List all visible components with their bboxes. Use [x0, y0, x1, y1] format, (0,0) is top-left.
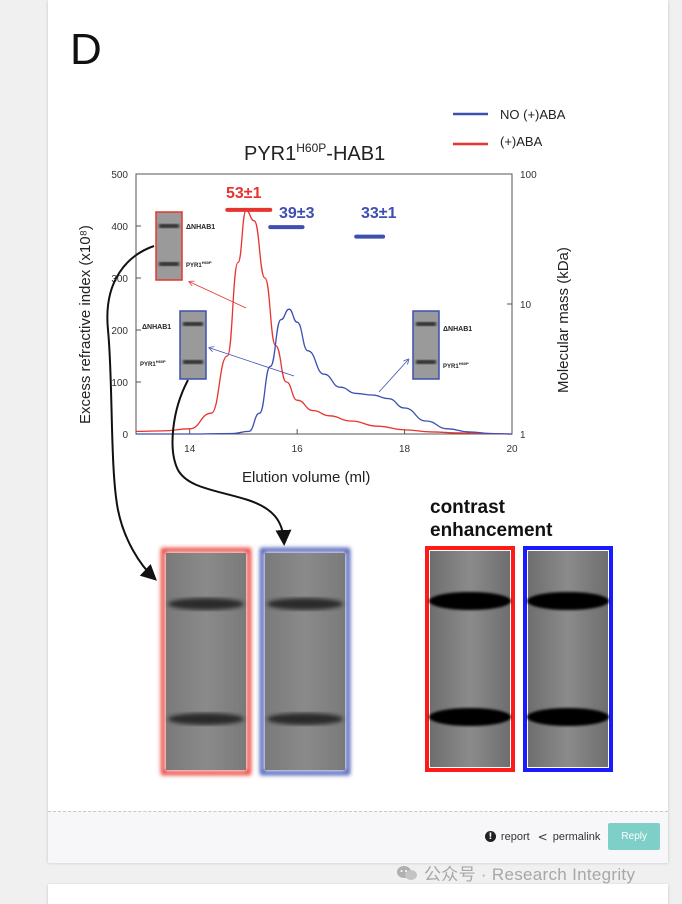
gel-inset-red: ΔNHAB1 PYR1H60P	[155, 211, 215, 281]
contrast-gel-red	[425, 546, 515, 772]
reply-button[interactable]: Reply	[608, 823, 660, 850]
gel-inset-blue-left: ΔNHAB1 PYR1H60P	[140, 310, 207, 380]
x-tick-label: 20	[506, 444, 518, 455]
contrast-label-line2: enhancement	[430, 520, 553, 541]
gel-inset-blue-right: ΔNHAB1 PYR1H60P	[412, 310, 472, 380]
svg-text:PYR1H60P: PYR1H60P	[140, 359, 166, 368]
y-axis-label: Excess refractive index (x10⁸)	[77, 225, 94, 424]
svg-text:ΔNHAB1: ΔNHAB1	[186, 224, 215, 231]
contrast-gel-blue	[523, 546, 613, 772]
x-axis: 14 16 18 20	[184, 429, 518, 455]
mass-label-blue-1: 39±3	[279, 205, 315, 222]
y2-tick-label: 1	[520, 430, 526, 441]
y-tick-label: 0	[122, 430, 128, 441]
enlarged-gel-blue	[260, 548, 350, 775]
y-tick-label: 300	[111, 274, 128, 285]
chart-legend: NO (+)ABA (+)ABA	[453, 107, 566, 149]
pointer-red	[190, 282, 247, 309]
y-tick-label: 100	[111, 378, 128, 389]
mass-label-red: 53±1	[226, 185, 262, 202]
y-axis: 0 100 200 300 400 500	[111, 170, 141, 441]
svg-text:ΔNHAB1: ΔNHAB1	[443, 326, 472, 333]
watermark: 公众号 · Research Integrity	[396, 860, 635, 885]
pointer-blue-right	[378, 360, 408, 393]
report-label: report	[500, 830, 530, 843]
y2-tick-label: 100	[520, 170, 537, 181]
series-line-aba	[135, 209, 513, 435]
series-line-no-aba	[136, 308, 513, 435]
connector-arrow-blue	[171, 379, 292, 546]
comment-card: D NO (+)ABA (+)ABA PYR1H60P-HAB1 0 100 200…	[48, 0, 668, 863]
y-tick-label: 500	[111, 170, 128, 181]
y-tick-label: 200	[111, 326, 128, 337]
y2-tick-label: 10	[520, 300, 532, 311]
next-comment-card	[48, 884, 668, 904]
mass-layer	[225, 207, 386, 239]
legend-label-aba: (+)ABA	[500, 134, 543, 149]
figure-panel: D NO (+)ABA (+)ABA PYR1H60P-HAB1 0100200…	[70, 25, 613, 775]
comment-actions: ! report < permalink Reply	[484, 823, 660, 850]
connector-arrow-red	[106, 245, 157, 581]
x-tick-label: 18	[399, 444, 411, 455]
report-link[interactable]: ! report	[484, 830, 530, 843]
share-icon: <	[537, 829, 548, 844]
comment-footer: ! report < permalink Reply	[48, 811, 668, 863]
permalink-link[interactable]: < permalink	[538, 830, 601, 844]
series-layer	[135, 209, 513, 435]
chart-title: PYR1H60P-HAB1	[244, 141, 385, 165]
enlarged-gel-red	[161, 548, 251, 775]
svg-text:ΔNHAB1: ΔNHAB1	[142, 324, 171, 331]
svg-text:PYR1H60P: PYR1H60P	[186, 260, 212, 269]
alert-icon: !	[484, 831, 496, 842]
pointer-blue-left	[210, 348, 295, 377]
x-tick-label: 16	[292, 444, 304, 455]
permalink-label: permalink	[552, 830, 601, 843]
y2-axis-label: Molecular mass (kDa)	[555, 247, 572, 393]
y-tick-label: 400	[111, 222, 128, 233]
panel-letter: D	[70, 25, 102, 74]
x-axis-label: Elution volume (ml)	[242, 469, 370, 486]
mass-label-blue-2: 33±1	[361, 205, 397, 222]
legend-label-no-aba: NO (+)ABA	[500, 107, 566, 122]
svg-text:PYR1H60P: PYR1H60P	[443, 361, 469, 370]
plot-frame	[135, 173, 513, 435]
contrast-label-line1: contrast	[430, 497, 506, 518]
x-tick-label: 14	[184, 444, 196, 455]
wechat-icon	[397, 865, 417, 880]
watermark-text: 公众号 · Research Integrity	[424, 865, 636, 884]
